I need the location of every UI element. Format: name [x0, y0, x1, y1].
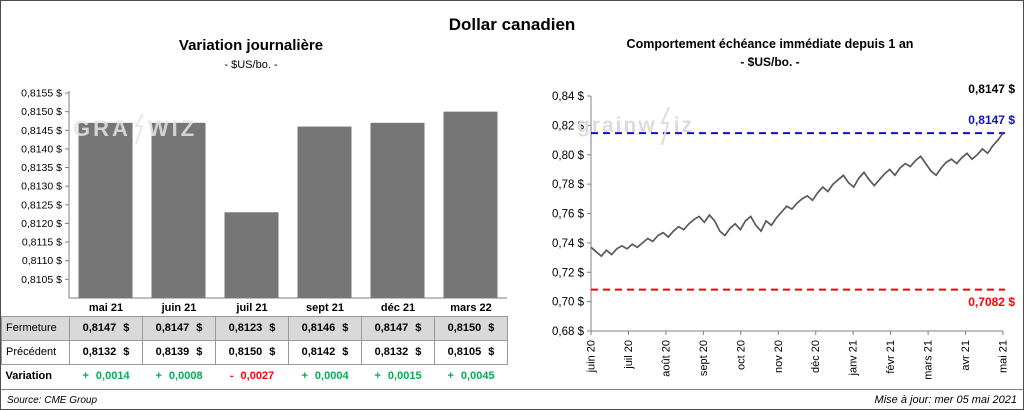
y-tick-label: 0,8140 $ [21, 143, 62, 155]
value-cell: - 0,0027 [229, 370, 275, 383]
line-chart-title: Comportement échéance immédiate depuis 1… [626, 37, 914, 51]
y-tick-label: 0,68 $ [552, 326, 585, 338]
trend-panel: Comportement échéance immédiate depuis 1… [517, 1, 1023, 389]
row-label: Précédent [1, 339, 70, 365]
x-tick-label: févr 21 [885, 340, 897, 374]
daily-variation-panel: Variation journalière - $US/bo. - 0,8155… [1, 1, 513, 389]
y-tick-label: 0,8135 $ [21, 162, 62, 174]
table-row-précédent: Précédent 0,8132 $0,8139 $0,8150 $0,8142 … [1, 339, 508, 365]
y-tick-label: 0,8150 $ [21, 106, 62, 118]
y-tick-label: 0,74 $ [552, 238, 585, 250]
x-tick-label: août 20 [660, 340, 672, 377]
empty-corner-cell [2, 300, 70, 316]
y-tick-label: 0,80 $ [552, 150, 585, 162]
x-tick-label: mars 21 [923, 340, 935, 380]
source-note: Source: CME Group [7, 394, 98, 406]
y-tick-label: 0,78 $ [552, 179, 585, 191]
months-header-row: mai 21 juin 21 juil 21 sept 21 déc 21 mars 22 [2, 300, 508, 316]
bar-juil 21 [224, 212, 279, 298]
value-cell: 0,8105 $ [434, 339, 508, 365]
value-cell: 0,8142 $ [288, 339, 362, 365]
x-tick-label: avr 21 [960, 340, 972, 371]
value-cell: + 0,0004 [301, 370, 349, 383]
x-tick-label: janv 21 [848, 340, 860, 376]
bar-déc 21 [370, 122, 425, 298]
bar-chart: 0,8155 $ 0,8150 $ 0,8145 $ 0,8140 $ 0,8135 $… [21, 88, 507, 299]
x-tick-label: déc 20 [810, 340, 822, 373]
line-chart-wrap: 0,84 $ 0,82 $ 0,80 $ 0,78 $ 0,76 $ 0,74 $ 0,72… [543, 82, 1023, 386]
x-tick-label: juil 20 [623, 340, 635, 370]
y-tick-label: 0,8120 $ [21, 218, 62, 230]
current-price-line-label: 0,8147 $ [968, 113, 1015, 128]
value-cell: + 0,0014 [82, 370, 130, 383]
update-note: Mise à jour: mer 05 mai 2021 [874, 394, 1017, 406]
line-chart-subtitle: - $US/bo. - [740, 55, 800, 69]
value-cell: 0,8147 $ [69, 315, 143, 341]
value-cell: 0,8132 $ [361, 339, 435, 365]
y-tick-label: 0,8110 $ [22, 255, 62, 267]
value-cell: + 0,0015 [374, 370, 422, 383]
y-tick-label: 0,76 $ [552, 209, 585, 221]
row-label: Fermeture [1, 315, 70, 341]
month-label: sept 21 [306, 301, 344, 314]
x-tick-label: mai 21 [998, 340, 1010, 373]
y-tick-label: 0,84 $ [552, 91, 585, 103]
value-cell: 0,8132 $ [69, 339, 143, 365]
y-tick-label: 0,8125 $ [21, 199, 62, 211]
y-tick-label: 0,8145 $ [21, 125, 62, 137]
bar-chart-title: Variation journalière [178, 37, 324, 54]
month-label: mai 21 [88, 301, 124, 314]
y-tick-label: 0,72 $ [552, 267, 585, 279]
bar-mai 21 [78, 122, 133, 298]
x-tick-label: sept 20 [698, 340, 710, 376]
y-tick-label: 0,8105 $ [21, 274, 62, 286]
table-row-fermeture: Fermeture 0,8147 $0,8147 $0,8123 $0,8146 … [1, 315, 508, 341]
value-cell: 0,8139 $ [142, 339, 216, 365]
bar-juin 21 [151, 122, 206, 298]
value-cell: 0,8147 $ [361, 315, 435, 341]
month-label: juil 21 [236, 301, 268, 314]
x-tick-label: juin 20 [586, 340, 598, 373]
value-cell: 0,8123 $ [215, 315, 289, 341]
y-tick-label: 0,8115 $ [22, 237, 62, 249]
value-cell: 0,8150 $ [215, 339, 289, 365]
bar-sept 21 [297, 126, 352, 298]
y-tick-label: 0,82 $ [552, 120, 585, 132]
x-tick-label: nov 20 [773, 340, 785, 373]
price-line [590, 132, 1004, 258]
month-label: juin 21 [161, 301, 197, 314]
y-tick-label: 0,70 $ [552, 297, 585, 309]
value-cell: 0,8147 $ [142, 315, 216, 341]
value-cell: 0,8146 $ [288, 315, 362, 341]
price-table: mai 21 juin 21 juil 21 sept 21 déc 21 mars 22… [1, 300, 508, 388]
value-cell: + 0,0045 [447, 370, 495, 383]
row-label: Variation [5, 370, 52, 383]
last-price-label: 0,8147 $ [968, 82, 1015, 96]
x-tick-label: oct 20 [735, 340, 747, 370]
table-row-variation: Variation + 0,0014 + 0,0008 - 0,0027 + 0,000… [2, 364, 508, 388]
month-label: mars 22 [450, 301, 492, 314]
y-tick-label: 0,8130 $ [21, 181, 62, 193]
line-chart: 0,84 $ 0,82 $ 0,80 $ 0,78 $ 0,76 $ 0,74 $ 0,72… [552, 91, 1010, 380]
value-cell: 0,8150 $ [434, 315, 508, 341]
y-tick-label: 0,8155 $ [21, 88, 62, 100]
footer: Source: CME Group Mise à jour: mer 05 ma… [1, 389, 1023, 409]
support-line-label: 0,7082 $ [968, 294, 1015, 309]
page-title: Dollar canadien [448, 15, 576, 34]
bar-mars 22 [443, 111, 498, 298]
value-cell: + 0,0008 [155, 370, 203, 383]
bar-chart-subtitle: - $US/bo. - [224, 59, 278, 71]
month-label: déc 21 [380, 301, 416, 314]
